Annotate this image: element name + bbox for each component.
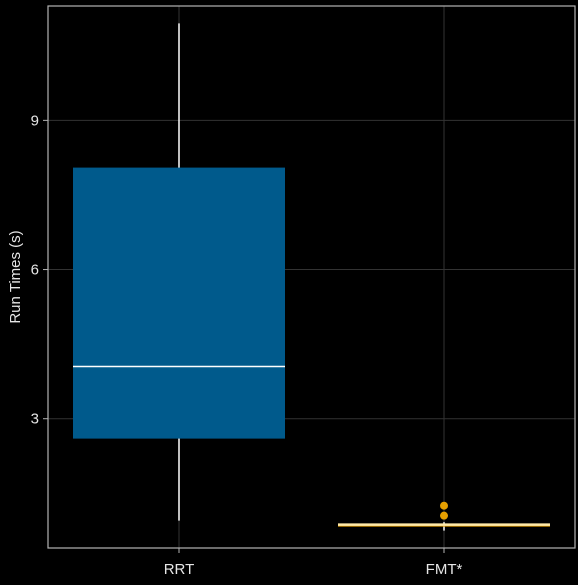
outlier-point-fmt — [440, 511, 448, 520]
y-tick-label: 6 — [31, 262, 39, 279]
outlier-point-fmt — [440, 501, 448, 510]
box-rrt — [73, 167, 285, 439]
plot-frame — [47, 5, 576, 549]
x-tick-label: RRT — [164, 561, 195, 578]
y-tick-label: 3 — [31, 411, 39, 428]
y-tick-label: 9 — [31, 112, 39, 129]
marks-layer — [73, 23, 550, 531]
y-axis-title: Run Times (s) — [7, 230, 24, 323]
ticks-layer: 3 6 9 RRT FMT* — [31, 112, 463, 578]
x-tick-label: FMT* — [426, 561, 463, 578]
